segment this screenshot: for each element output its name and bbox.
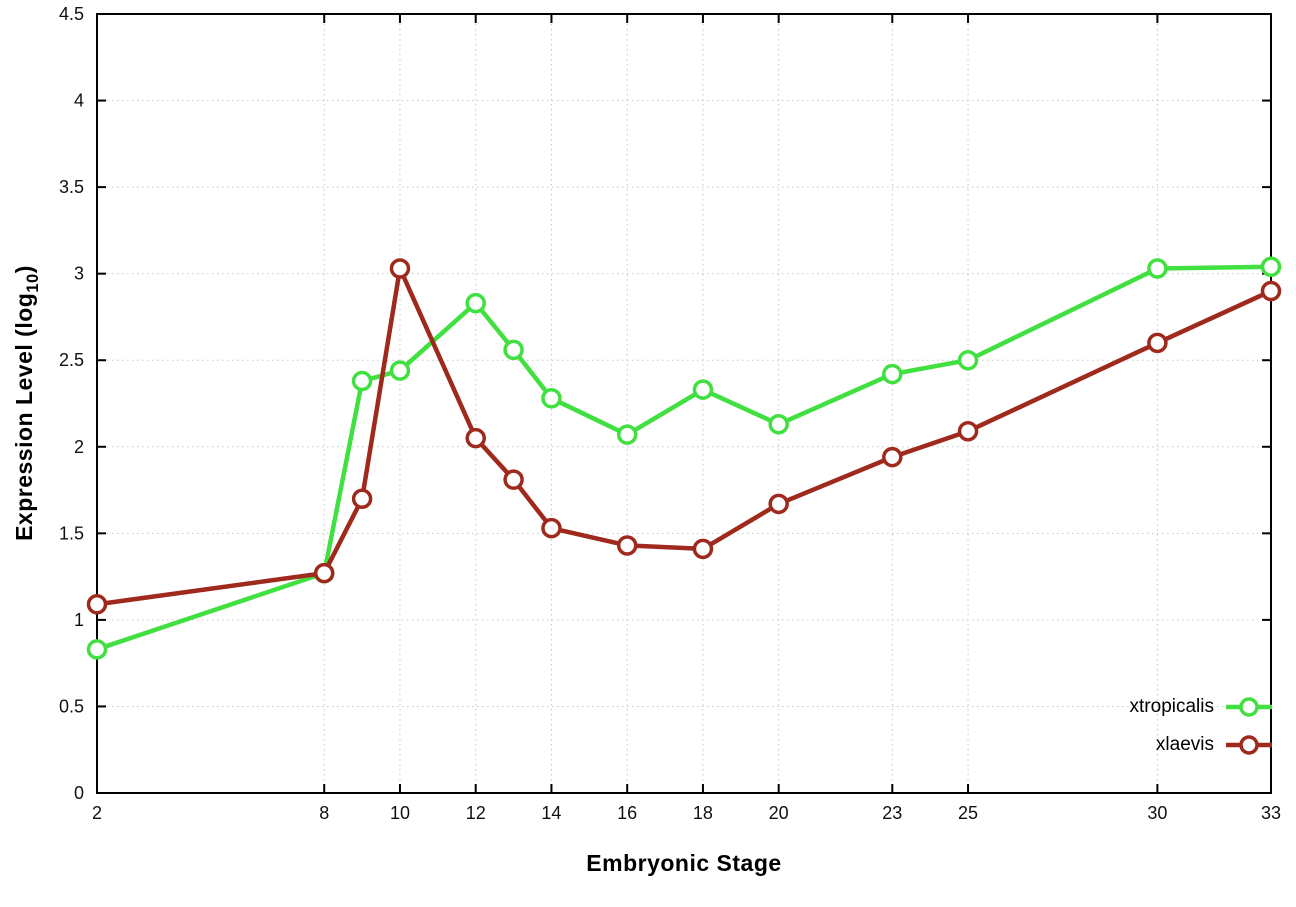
x-tick-label: 20 bbox=[769, 803, 789, 823]
data-point-marker bbox=[465, 427, 486, 449]
tick-labels: 2 8 10 12 14 16 18 20 23 25 30 33 0 0.5 1 1.5 2 2.5 3 3.5 4 4… bbox=[59, 4, 1281, 823]
data-point-marker bbox=[957, 349, 979, 371]
data-point-marker bbox=[692, 538, 714, 560]
data-point-marker bbox=[768, 414, 789, 435]
y-tick-label: 4.5 bbox=[59, 4, 84, 24]
tick-marks bbox=[96, 13, 1272, 794]
y-tick-label: 1 bbox=[74, 610, 84, 630]
y-axis-label-prefix: Expression Level (log bbox=[11, 292, 38, 541]
y-tick-label: 0.5 bbox=[59, 696, 84, 716]
data-point-marker bbox=[1260, 280, 1282, 302]
legend-item-xtropicalis: xtropicalis bbox=[1130, 695, 1274, 719]
data-point-marker bbox=[503, 469, 524, 490]
y-tick-label: 4 bbox=[74, 91, 84, 111]
data-point-marker bbox=[1147, 258, 1168, 279]
data-point-marker bbox=[616, 535, 638, 556]
plot-border bbox=[96, 13, 1272, 794]
data-point-marker bbox=[351, 488, 373, 509]
legend-label: xlaevis bbox=[1155, 734, 1214, 755]
data-point-marker bbox=[86, 639, 108, 660]
legend-label: xtropicalis bbox=[1129, 696, 1214, 717]
y-tick-label: 3 bbox=[74, 264, 84, 284]
y-tick-label: 2 bbox=[74, 437, 84, 457]
data-point-marker bbox=[541, 517, 562, 539]
legend-sample-marker bbox=[1226, 735, 1272, 755]
x-tick-label: 10 bbox=[390, 803, 410, 823]
data-point-marker bbox=[882, 363, 903, 385]
x-tick-label: 23 bbox=[882, 803, 902, 823]
y-axis-label-subscript: 10 bbox=[22, 273, 42, 293]
data-point-marker bbox=[882, 446, 903, 468]
series-xlaevis bbox=[86, 258, 1282, 615]
data-point-marker bbox=[86, 594, 108, 615]
data-point-marker bbox=[692, 379, 714, 400]
data-point-marker bbox=[351, 370, 373, 392]
x-tick-label: 14 bbox=[541, 803, 561, 823]
data-point-marker bbox=[541, 388, 562, 409]
y-axis-label-text: Expression Level (log10) bbox=[11, 265, 43, 541]
y-axis-label-suffix: ) bbox=[11, 265, 38, 274]
data-point-marker bbox=[616, 424, 638, 445]
data-point-marker bbox=[1260, 256, 1282, 277]
data-point-marker bbox=[313, 562, 335, 584]
x-tick-label: 33 bbox=[1261, 803, 1281, 823]
data-point-marker bbox=[768, 493, 789, 515]
x-tick-label: 2 bbox=[92, 803, 102, 823]
y-tick-label: 3.5 bbox=[59, 177, 84, 197]
x-axis-label: Embryonic Stage bbox=[586, 850, 782, 876]
data-point-marker bbox=[1147, 332, 1168, 354]
x-tick-label: 12 bbox=[466, 803, 486, 823]
x-tick-label: 30 bbox=[1147, 803, 1167, 823]
legend-item-xlaevis: xlaevis bbox=[1156, 733, 1274, 757]
x-tick-label: 8 bbox=[319, 803, 329, 823]
data-point-marker bbox=[389, 360, 411, 381]
x-tick-label: 16 bbox=[617, 803, 637, 823]
x-tick-label: 25 bbox=[958, 803, 978, 823]
data-point-marker bbox=[503, 339, 524, 361]
series-line bbox=[94, 266, 1274, 607]
y-tick-label: 1.5 bbox=[59, 523, 84, 543]
y-tick-label: 2.5 bbox=[59, 350, 84, 370]
series-line bbox=[94, 264, 1274, 652]
legend-sample-marker bbox=[1226, 697, 1272, 717]
data-point-marker bbox=[465, 292, 486, 314]
y-tick-label: 0 bbox=[74, 783, 84, 803]
data-point-marker bbox=[957, 420, 979, 442]
x-tick-label: 18 bbox=[693, 803, 713, 823]
series-xtropicalis bbox=[86, 256, 1282, 660]
legend: xtropicalis xlaevis bbox=[1130, 695, 1274, 757]
data-point-marker bbox=[389, 258, 411, 279]
